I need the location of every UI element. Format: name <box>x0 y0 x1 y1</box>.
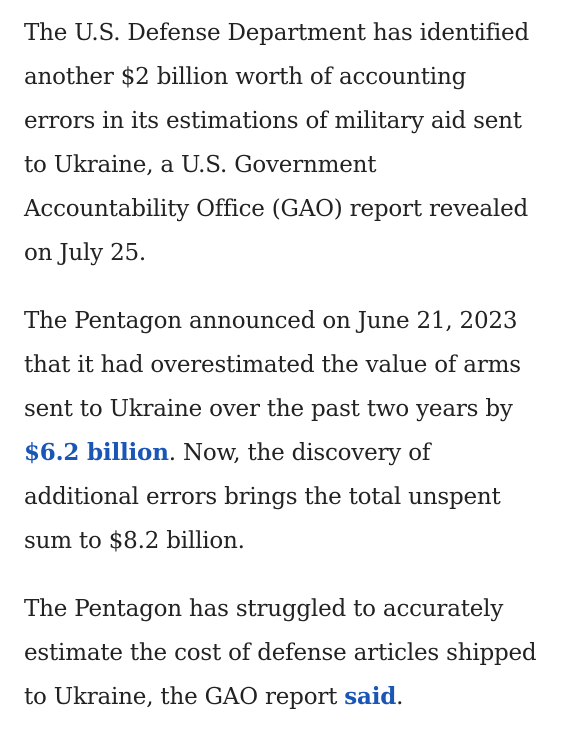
said-link[interactable]: said <box>344 683 397 710</box>
text-line: Accountability Office (GAO) report revea… <box>24 196 529 222</box>
text-line: The U.S. Defense Department has identifi… <box>24 20 529 46</box>
paragraph-3: The Pentagon has struggled to accurately… <box>24 587 569 719</box>
text-line: to Ukraine, a U.S. Government <box>24 152 377 178</box>
text-line: sent to Ukraine over the past two years … <box>24 396 513 422</box>
text-line: estimate the cost of defense articles sh… <box>24 640 537 666</box>
paragraph-1: The U.S. Defense Department has identifi… <box>24 11 569 275</box>
text-fragment: . Now, the discovery of <box>168 440 431 466</box>
text-line: additional errors brings the total unspe… <box>24 484 501 510</box>
six-point-two-billion-link[interactable]: $6.2 billion <box>24 439 169 466</box>
text-line: to Ukraine, the GAO report said. <box>24 675 569 719</box>
text-line: errors in its estimations of military ai… <box>24 108 522 134</box>
text-line: another $2 billion worth of accounting <box>24 64 467 90</box>
paragraph-2: The Pentagon announced on June 21, 2023 … <box>24 299 569 563</box>
text-fragment: to Ukraine, the GAO report <box>24 684 345 710</box>
text-fragment: . <box>396 684 404 710</box>
text-line: The Pentagon has struggled to accurately <box>24 596 504 622</box>
text-line: $6.2 billion. Now, the discovery of <box>24 431 569 475</box>
text-line: The Pentagon announced on June 21, 2023 <box>24 308 518 334</box>
text-line: that it had overestimated the value of a… <box>24 352 521 378</box>
article-body: The U.S. Defense Department has identifi… <box>24 11 569 743</box>
text-line: on July 25. <box>24 240 147 266</box>
text-line: sum to $8.2 billion. <box>24 528 245 554</box>
